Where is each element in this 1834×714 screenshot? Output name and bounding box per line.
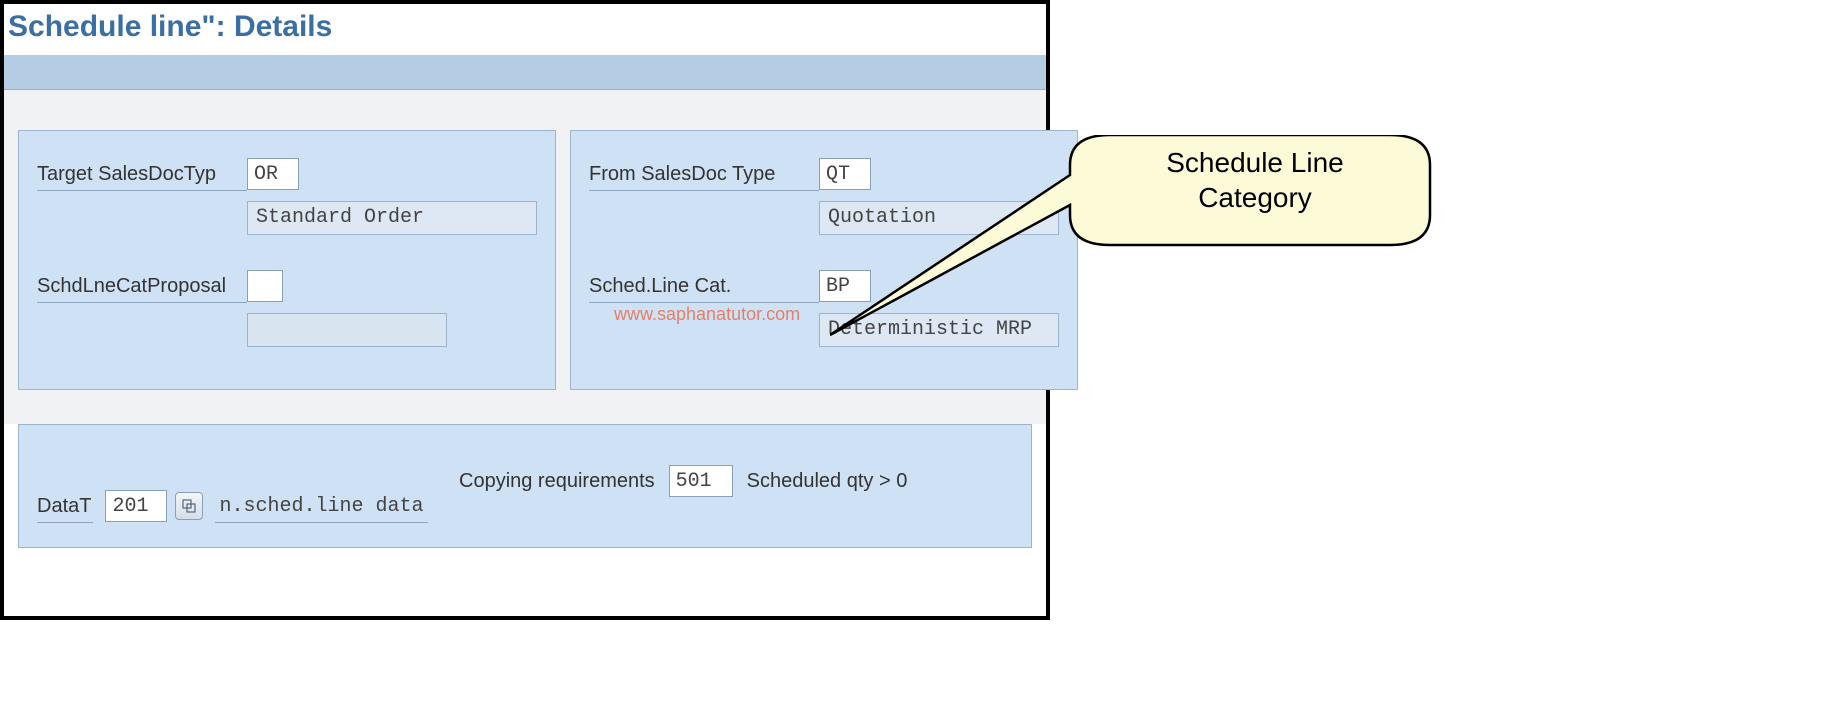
f4-help-icon[interactable] xyxy=(175,492,203,520)
desc-schdlnecatproposal xyxy=(247,313,447,347)
spacer-mid xyxy=(4,390,1046,424)
row-from: From SalesDoc Type xyxy=(589,153,1059,195)
toolbar-band xyxy=(4,56,1046,90)
panel-bottom: Copying requirements Scheduled qty > 0 D… xyxy=(18,424,1032,548)
callout-line1: Schedule Line xyxy=(1166,147,1343,178)
callout-text: Schedule Line Category xyxy=(1100,145,1410,215)
desc-sched-line-cat: Deterministic MRP xyxy=(819,313,1059,347)
row-target: Target SalesDocTyp xyxy=(37,153,537,195)
desc-copying-requirements: Scheduled qty > 0 xyxy=(747,470,908,493)
label-target-salesdoctyp: Target SalesDocTyp xyxy=(37,157,247,191)
sap-window: Schedule line": Details Target SalesDocT… xyxy=(0,0,1050,620)
row-copying-requirements: Copying requirements Scheduled qty > 0 xyxy=(459,465,907,497)
row-slc: Sched.Line Cat. xyxy=(589,265,1059,307)
desc-from-salesdoc-type: Quotation xyxy=(819,201,1059,235)
input-schdlnecatproposal[interactable] xyxy=(247,270,283,302)
desc-target-salesdoctyp: Standard Order xyxy=(247,201,537,235)
page-title: Schedule line": Details xyxy=(4,4,1046,56)
label-copying-requirements: Copying requirements xyxy=(459,470,655,493)
panel-right: From SalesDoc Type Quotation Sched.Line … xyxy=(570,130,1078,390)
label-schdlnecatproposal: SchdLneCatProposal xyxy=(37,269,247,303)
input-copying-requirements[interactable] xyxy=(669,465,733,497)
spacer-top xyxy=(4,90,1046,130)
label-sched-line-cat: Sched.Line Cat. xyxy=(589,269,819,303)
panel-left: Target SalesDocTyp Standard Order SchdLn… xyxy=(18,130,556,390)
form-area: Target SalesDocTyp Standard Order SchdLn… xyxy=(4,130,1046,390)
callout-line2: Category xyxy=(1198,182,1312,213)
row-proposal: SchdLneCatProposal xyxy=(37,265,537,307)
input-from-salesdoc-type[interactable] xyxy=(819,158,871,190)
label-datat: DataT xyxy=(37,489,93,523)
input-datat[interactable] xyxy=(105,490,167,522)
input-target-salesdoctyp[interactable] xyxy=(247,158,299,190)
label-from-salesdoc-type: From SalesDoc Type xyxy=(589,157,819,191)
desc-datat: n.sched.line data xyxy=(215,489,427,523)
input-sched-line-cat[interactable] xyxy=(819,270,871,302)
